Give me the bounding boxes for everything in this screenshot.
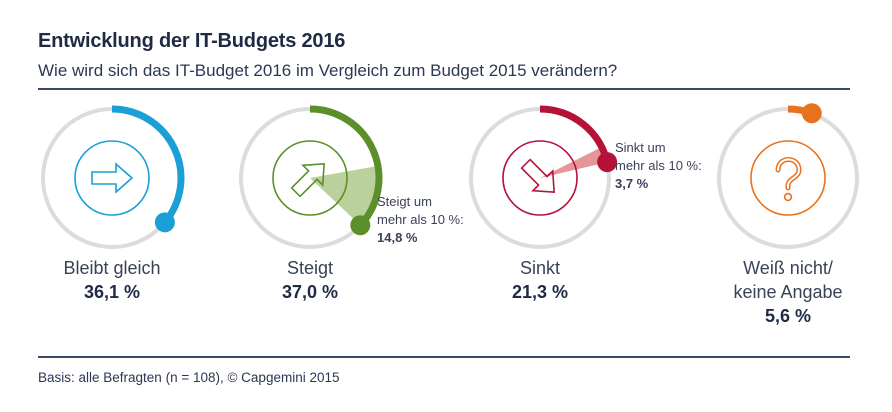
category-label: Steigt xyxy=(287,258,333,278)
arrow-right-icon xyxy=(74,140,150,216)
sub-segment-label: mehr als 10 %: xyxy=(377,212,464,227)
value-label: 5,6 % xyxy=(765,306,811,326)
sub-segment-value: 3,7 % xyxy=(615,176,649,191)
category-label: Sinkt xyxy=(520,258,560,278)
value-label: 36,1 % xyxy=(84,282,140,302)
sub-segment-label: mehr als 10 %: xyxy=(615,158,702,173)
source-footnote: Basis: alle Befragten (n = 108), © Capge… xyxy=(38,370,340,385)
sub-segment-label: Steigt um xyxy=(377,194,432,209)
icon-circle xyxy=(272,140,348,216)
chart-subtitle: Wie wird sich das IT-Budget 2016 im Verg… xyxy=(38,61,618,80)
sub-segment-wedge xyxy=(540,147,606,178)
value-label: 21,3 % xyxy=(512,282,568,302)
arrow-up-right-icon xyxy=(272,140,348,216)
category-label: Weiß nicht/ xyxy=(743,258,833,278)
bottom-divider xyxy=(38,356,850,358)
arc-end-marker xyxy=(597,152,618,173)
donut-group: Steigt 37,0 % Steigt um mehr als 10 %: 14,8 … xyxy=(239,105,464,302)
arc-end-marker xyxy=(801,103,822,124)
donut-group: Weiß nicht/keine Angabe 5,6 % xyxy=(717,103,859,326)
arrow-shape xyxy=(91,162,134,194)
arc-end-marker xyxy=(350,215,371,236)
sub-segment-value: 14,8 % xyxy=(377,230,418,245)
top-divider xyxy=(38,88,850,90)
chart-title: Entwicklung der IT-Budgets 2016 xyxy=(38,30,346,52)
donut-track xyxy=(717,107,859,249)
value-arc xyxy=(309,105,383,228)
value-arc xyxy=(539,105,611,163)
value-label: 37,0 % xyxy=(282,282,338,302)
donut-group: Bleibt gleich 36,1 % xyxy=(41,105,185,302)
icon-circle xyxy=(502,140,578,216)
category-label: keine Angabe xyxy=(733,282,842,302)
value-arc xyxy=(111,105,185,225)
category-label: Bleibt gleich xyxy=(63,258,160,278)
arrow-shape xyxy=(520,158,555,193)
donut-group: Sinkt 21,3 % Sinkt um mehr als 10 %: 3,7 % xyxy=(469,105,702,302)
question-mark-icon xyxy=(750,140,826,216)
sub-segment-label: Sinkt um xyxy=(615,140,666,155)
icon-circle xyxy=(750,140,826,216)
arrow-down-right-icon xyxy=(502,140,578,216)
question-mark-inner xyxy=(777,158,801,189)
icon-circle xyxy=(74,140,150,216)
arc-end-marker xyxy=(154,212,175,233)
question-mark-dot xyxy=(783,192,793,202)
arrow-shape xyxy=(290,163,325,198)
